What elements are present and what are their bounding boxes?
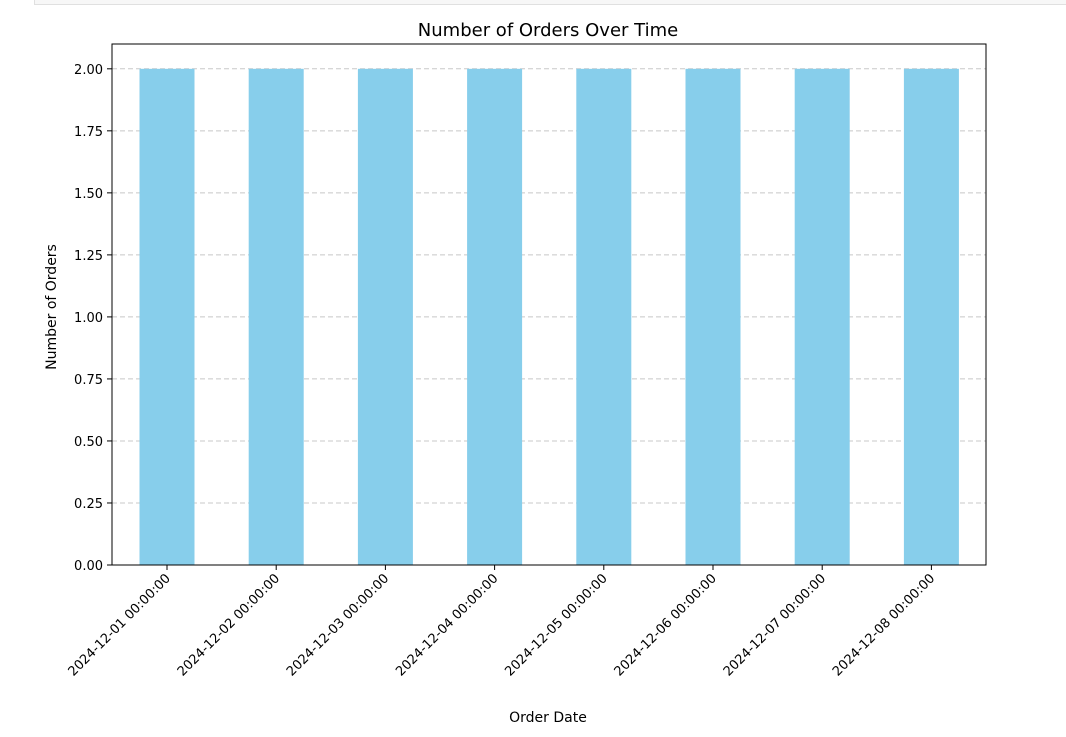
y-tick-label: 1.25 — [74, 249, 103, 264]
notebook-cell-frame — [34, 0, 1066, 5]
x-axis-ticks: 2024-12-01 00:00:00 2024-12-02 00:00:00 20… — [66, 565, 938, 679]
x-tick-label: 2024-12-07 00:00:00 — [721, 571, 829, 679]
x-tick-label: 2024-12-08 00:00:00 — [830, 571, 938, 679]
bar — [248, 68, 304, 566]
y-tick-label: 1.50 — [74, 187, 103, 202]
bar — [685, 68, 741, 566]
x-axis-label: Order Date — [509, 710, 587, 726]
y-axis-ticks: 0.00 0.25 0.50 0.75 1.00 1.25 1.50 1.75 2.00 — [74, 63, 112, 574]
chart-title: Number of Orders Over Time — [418, 20, 678, 41]
bar — [576, 68, 632, 566]
x-tick-label: 2024-12-02 00:00:00 — [175, 571, 283, 679]
x-tick-label: 2024-12-03 00:00:00 — [284, 571, 392, 679]
bars — [139, 68, 959, 566]
y-tick-label: 2.00 — [74, 63, 103, 78]
bar — [467, 68, 523, 566]
y-tick-label: 1.00 — [74, 311, 103, 326]
y-tick-label: 0.25 — [74, 497, 103, 512]
bar — [794, 68, 850, 566]
y-tick-label: 0.00 — [74, 559, 103, 574]
x-tick-label: 2024-12-04 00:00:00 — [393, 571, 501, 679]
y-tick-label: 1.75 — [74, 125, 103, 140]
grid-lines — [112, 68, 986, 504]
x-tick-label: 2024-12-05 00:00:00 — [502, 571, 610, 679]
bar — [903, 68, 959, 566]
bar — [357, 68, 413, 566]
x-tick-label: 2024-12-06 00:00:00 — [612, 571, 720, 679]
y-axis-label: Number of Orders — [44, 244, 60, 370]
plot-frame — [111, 43, 987, 566]
y-tick-label: 0.75 — [74, 373, 103, 388]
y-tick-label: 0.50 — [74, 435, 103, 450]
x-tick-label: 2024-12-01 00:00:00 — [66, 571, 174, 679]
bar — [139, 68, 195, 566]
